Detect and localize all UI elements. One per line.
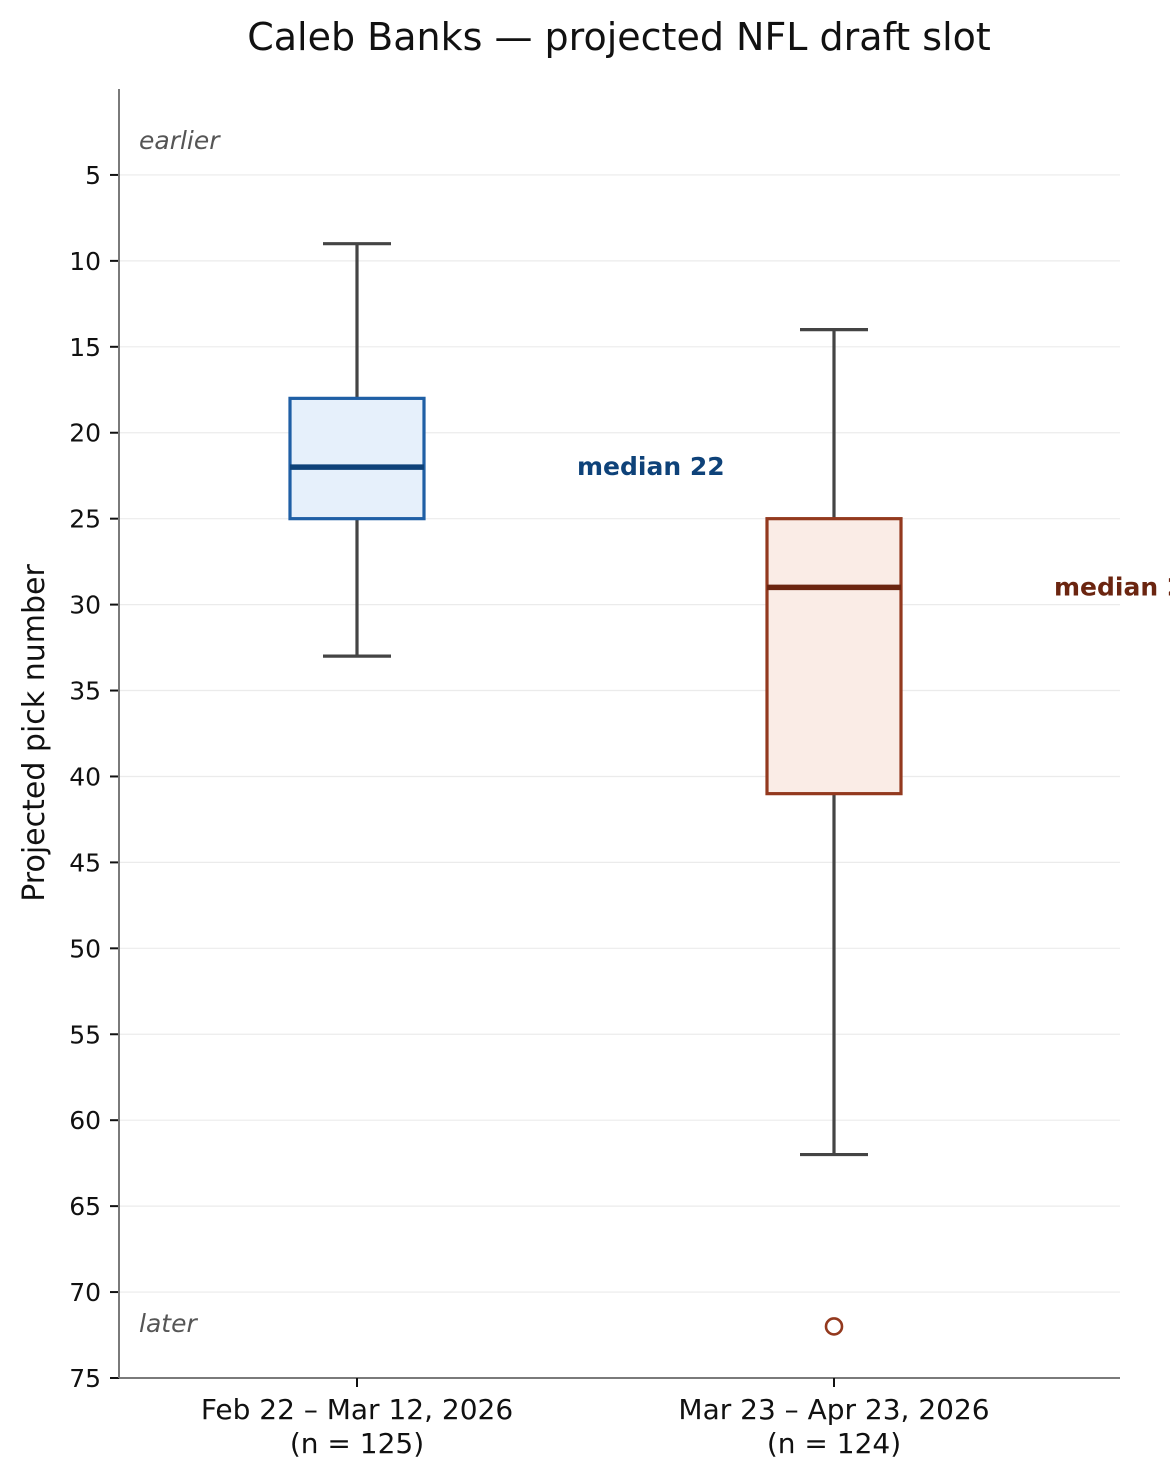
y-tick-label-50: 50 — [69, 934, 101, 963]
outlier-point-1-0 — [824, 1317, 844, 1336]
x-category-count-1: (n = 124) — [767, 1427, 901, 1460]
annotation-earlier: earlier — [139, 126, 221, 155]
iqr-box-0 — [288, 396, 426, 521]
x-category-count-0: (n = 125) — [290, 1427, 424, 1460]
y-axis-label: Projected pick number — [17, 564, 52, 902]
iqr-box-1 — [765, 517, 903, 796]
y-tick-label-70: 70 — [69, 1278, 101, 1307]
y-tick-label-20: 20 — [69, 419, 101, 448]
x-category-label-1: Mar 23 – Apr 23, 2026 — [678, 1393, 989, 1426]
y-tick-label-25: 25 — [69, 505, 101, 534]
y-tick-label-65: 65 — [69, 1192, 101, 1221]
y-tick-label-5: 5 — [85, 161, 101, 190]
y-tick-label-60: 60 — [69, 1106, 101, 1135]
median-label-1: median 29 — [1054, 572, 1170, 601]
x-category-label-0: Feb 22 – Mar 12, 2026 — [201, 1393, 513, 1426]
axes: 5 10 15 20 25 30 35 40 45 50 55 60 65 70 75 Feb 22 – Ma… — [69, 89, 1120, 1460]
y-tick-label-40: 40 — [69, 762, 101, 791]
y-tick-label-30: 30 — [69, 591, 101, 620]
y-tick-label-55: 55 — [69, 1020, 101, 1049]
annotation-later: later — [139, 1309, 198, 1338]
box-plots: median 22 median 29 — [288, 242, 1170, 1336]
y-tick-label-35: 35 — [69, 677, 101, 706]
chart-title: Caleb Banks — projected NFL draft slot — [247, 15, 991, 59]
y-tick-label-75: 75 — [69, 1364, 101, 1393]
y-tick-label-15: 15 — [69, 333, 101, 362]
median-label-0: median 22 — [577, 452, 725, 481]
y-tick-label-10: 10 — [69, 247, 101, 276]
grid-lines — [119, 174, 1120, 1293]
y-tick-label-45: 45 — [69, 848, 101, 877]
